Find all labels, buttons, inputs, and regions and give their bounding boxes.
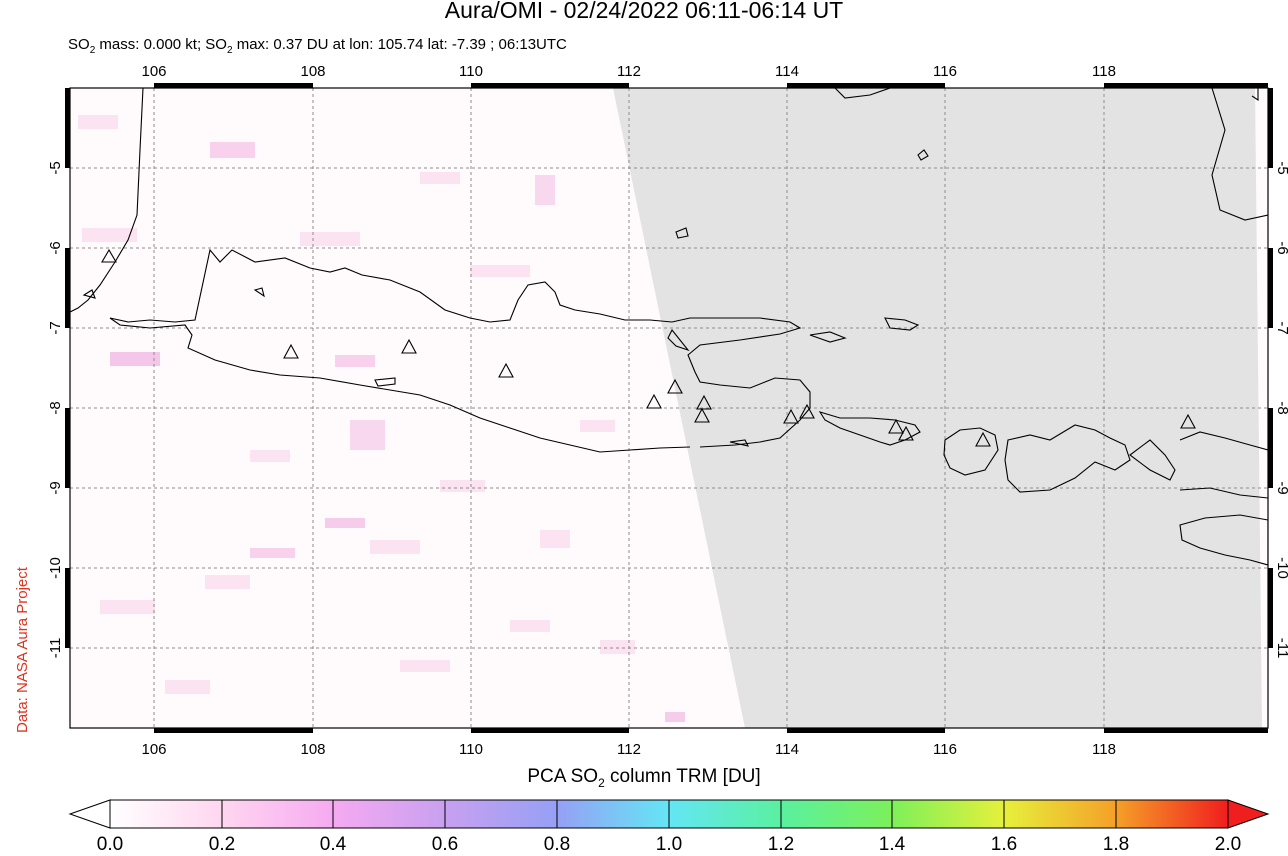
volcano-marker: [799, 403, 815, 419]
volcano-marker: [898, 425, 914, 441]
lat-tick-label: -11: [1274, 638, 1288, 659]
lat-tick-label: -5: [47, 161, 64, 174]
volcano-marker: [696, 394, 712, 410]
lat-labels-left: -5 -6 -7 -8 -9 -10 -11: [47, 161, 64, 658]
lon-tick-label: 110: [459, 63, 483, 80]
lon-tick-label: 106: [141, 741, 166, 758]
colorbar-tick-label: 1.8: [1102, 834, 1130, 855]
colorbar-tick-label: 2.0: [1214, 834, 1242, 855]
lat-tick-label: -10: [47, 557, 64, 579]
lat-tick-label: -9: [1274, 481, 1288, 494]
colorbar-tick-label: 0.8: [543, 834, 571, 855]
lon-tick-label: 112: [617, 741, 641, 758]
lon-tick-label: 118: [1092, 63, 1116, 80]
lon-tick-label: 108: [300, 63, 325, 80]
lat-tick-label: -11: [47, 638, 64, 659]
volcano-marker: [1180, 413, 1196, 429]
volcano-marker: [667, 378, 683, 394]
colorbar: [68, 799, 1270, 829]
so2-pixels: [78, 115, 685, 722]
colorbar-min-arrow: [68, 799, 111, 829]
colorbar-tick-label: 0.2: [208, 834, 236, 855]
no-data-region: [613, 88, 1262, 728]
lat-labels-right: -5 -6 -7 -8 -9 -10 -11: [1274, 161, 1288, 658]
lon-tick-label: 118: [1092, 741, 1116, 758]
so2-summary: SO2 mass: 0.000 kt; SO2 max: 0.37 DU at …: [68, 36, 567, 56]
map-frame: [65, 83, 1273, 733]
lon-tick-label: 114: [775, 63, 799, 80]
lon-tick-label: 116: [933, 741, 957, 758]
colorbar-tick-label: 1.6: [990, 834, 1018, 855]
volcano-marker: [646, 393, 662, 409]
lon-labels-bottom: 106 108 110 112 114 116 118: [141, 741, 1115, 758]
lon-tick-label: 108: [300, 741, 325, 758]
colorbar-tick-label: 1.0: [655, 834, 683, 855]
lon-tick-label: 114: [775, 741, 799, 758]
volcano-marker: [975, 431, 991, 447]
lon-tick-label: 112: [617, 63, 641, 80]
map-title: Aura/OMI - 02/24/2022 06:11-06:14 UT: [444, 0, 844, 23]
volcano-marker: [498, 362, 514, 378]
lon-tick-label: 110: [459, 741, 483, 758]
graticule: [70, 88, 1268, 728]
lon-labels-top: 106 108 110 112 114 116 118: [141, 63, 1115, 80]
colorbar-tick-label: 0.4: [319, 834, 347, 855]
lat-tick-label: -5: [1274, 161, 1288, 174]
colorbar-tick-label: 0.0: [96, 834, 124, 855]
volcano-marker: [283, 343, 299, 359]
volcano-marker: [888, 418, 904, 434]
volcano-marker: [694, 407, 710, 423]
volcano-marker: [401, 338, 417, 354]
lat-tick-label: -6: [47, 241, 64, 254]
lat-tick-label: -10: [1274, 557, 1288, 579]
colorbar-tick-label: 0.6: [431, 834, 459, 855]
lat-tick-label: -8: [1274, 401, 1288, 414]
lat-tick-label: -8: [47, 401, 64, 414]
volcano-markers: [101, 248, 1196, 447]
lon-tick-label: 116: [933, 63, 957, 80]
lat-tick-label: -9: [47, 481, 64, 494]
lat-tick-label: -7: [47, 321, 64, 334]
lat-tick-label: -7: [1274, 321, 1288, 334]
lon-tick-label: 106: [141, 63, 166, 80]
coastlines: [70, 88, 1268, 566]
colorbar-title: PCA SO2 column TRM [DU]: [527, 766, 761, 790]
colorbar-tick-label: 1.2: [767, 834, 795, 855]
volcano-marker: [783, 408, 799, 424]
lat-tick-label: -6: [1274, 241, 1288, 254]
volcano-marker: [101, 248, 117, 263]
colorbar-tick-label: 1.4: [878, 834, 906, 855]
colorbar-max-arrow: [1227, 799, 1270, 829]
